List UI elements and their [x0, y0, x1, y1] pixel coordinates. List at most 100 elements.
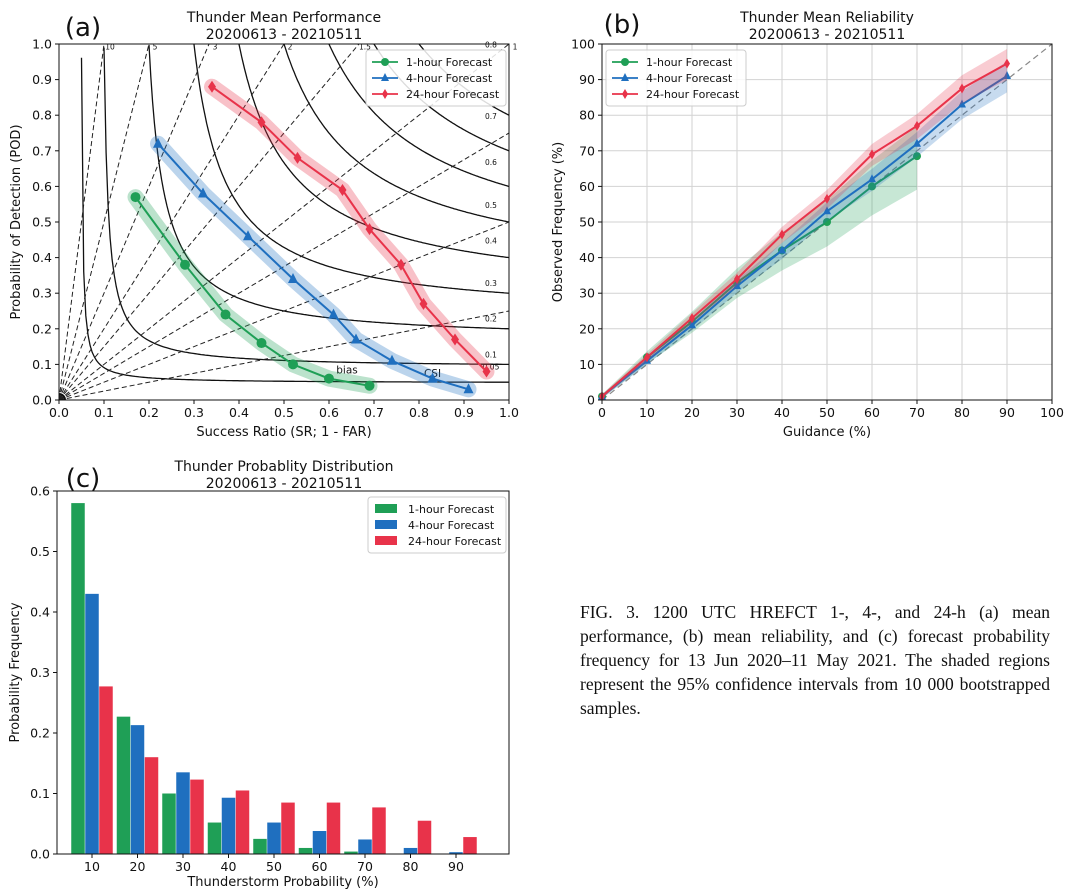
data-point	[324, 373, 334, 384]
bar	[267, 822, 281, 854]
data-point	[779, 229, 785, 240]
data-point	[397, 258, 405, 271]
bias-line	[59, 44, 509, 400]
x-axis-label: Guidance (%)	[783, 425, 871, 440]
chart-subtitle: 20200613 - 20210511	[206, 476, 362, 492]
data-point	[257, 116, 266, 129]
legend-swatch	[375, 536, 397, 545]
y-tick-label: 0.4	[30, 605, 50, 620]
bar	[403, 847, 418, 854]
confidence-band	[150, 135, 477, 398]
csi-curve	[193, 44, 509, 294]
data-point	[823, 206, 831, 215]
figure-caption: FIG. 3. 1200 UTC HREFCT 1-, 4-, and 24-h…	[580, 601, 1050, 718]
csi-label: 0.2	[485, 315, 497, 324]
y-tick-label: 0.3	[32, 286, 52, 301]
data-point	[220, 309, 231, 320]
data-point	[869, 149, 875, 160]
y-tick-label: 0.5	[32, 215, 52, 230]
bar	[116, 716, 131, 854]
legend-label: 24-hour Forecast	[406, 88, 500, 101]
bar	[417, 820, 432, 854]
csi-label: 0.3	[485, 279, 497, 288]
legend-label: 1-hour Forecast	[646, 56, 733, 69]
y-tick-label: 0.5	[30, 544, 50, 559]
x-tick-label: 0	[598, 405, 606, 420]
data-point	[733, 281, 741, 290]
bias-annotation: bias	[336, 364, 358, 376]
data-point	[288, 273, 298, 283]
y-tick-label: 0.6	[30, 484, 50, 499]
csi-label: 0.8	[485, 41, 497, 50]
legend: 1-hour Forecast 4-hour Forecast 24-hour Fo…	[605, 49, 747, 107]
legend-label: 1-hour Forecast	[406, 56, 493, 69]
bar	[221, 797, 236, 854]
csi-curve	[103, 47, 509, 366]
x-tick-label: 0.8	[409, 405, 429, 420]
y-axis-label: Probability Frequency	[8, 602, 23, 742]
bias-label: 10	[105, 42, 115, 51]
data-point	[198, 187, 208, 198]
bar	[176, 772, 190, 854]
y-tick-label: 0.1	[30, 786, 50, 801]
legend-marker	[622, 89, 628, 99]
legend-label: 1-hour Forecast	[408, 503, 495, 516]
y-tick-label: 50	[579, 215, 595, 230]
performance-background	[59, 44, 509, 400]
x-tick-label: 50	[266, 859, 282, 874]
legend-label: 24-hour Forecast	[408, 535, 502, 548]
x-axis-label: Thunderstorm Probability (%)	[186, 875, 378, 890]
data-point	[959, 83, 965, 94]
bias-label: 1.5	[359, 42, 371, 51]
x-tick-label: 50	[819, 405, 835, 420]
bar	[312, 831, 327, 854]
bar	[326, 802, 341, 854]
x-tick-label: 0.5	[274, 405, 294, 420]
data-point	[328, 308, 339, 319]
y-tick-label: 0.2	[30, 726, 50, 741]
data-point	[387, 354, 397, 365]
bar	[449, 852, 463, 854]
csi-label: 0.1	[485, 350, 497, 359]
data-point	[365, 223, 374, 236]
legend-label: 4-hour Forecast	[646, 72, 733, 85]
csi-curve	[328, 44, 509, 188]
bias-line	[59, 221, 509, 400]
chart-title: Thunder Mean Reliability	[739, 10, 914, 26]
legend-label: 4-hour Forecast	[408, 519, 495, 532]
chart-title: Thunder Mean Performance	[186, 10, 381, 26]
x-tick-label: 30	[175, 859, 191, 874]
bar	[463, 837, 477, 854]
bar	[253, 838, 267, 854]
bar	[207, 822, 222, 854]
csi-label: 0.4	[485, 236, 497, 245]
bar	[71, 503, 85, 854]
bias-label: 1	[513, 42, 518, 51]
data-point	[153, 137, 163, 148]
data-point	[288, 359, 298, 370]
legend: 1-hour Forecast 4-hour Forecast 24-hour Fo…	[367, 496, 507, 554]
bias-line	[59, 132, 509, 400]
data-point	[778, 245, 786, 254]
y-tick-label: 70	[579, 143, 595, 158]
x-tick-label: 0.0	[49, 405, 69, 420]
bar	[372, 807, 386, 854]
data-point	[868, 174, 876, 183]
x-tick-label: 70	[357, 859, 373, 874]
data-point	[1003, 71, 1011, 79]
y-tick-label: 0.0	[32, 393, 52, 408]
legend: 1-hour Forecast 4-hour Forecast 24-hour Fo…	[365, 49, 507, 107]
data-point	[351, 333, 361, 344]
y-axis-label: Observed Frequency (%)	[551, 142, 566, 302]
data-point	[823, 218, 831, 226]
csi-curve	[283, 44, 509, 223]
data-point	[913, 138, 921, 147]
y-tick-label: 30	[579, 286, 595, 301]
x-tick-label: 90	[448, 859, 464, 874]
chart-subtitle: 20200613 - 20210511	[749, 27, 905, 43]
bias-label: 2	[288, 42, 293, 51]
x-tick-label: 0.9	[454, 405, 474, 420]
y-tick-label: 0.7	[32, 143, 52, 158]
legend-label: 24-hour Forecast	[646, 88, 740, 101]
legend-box	[605, 49, 747, 107]
